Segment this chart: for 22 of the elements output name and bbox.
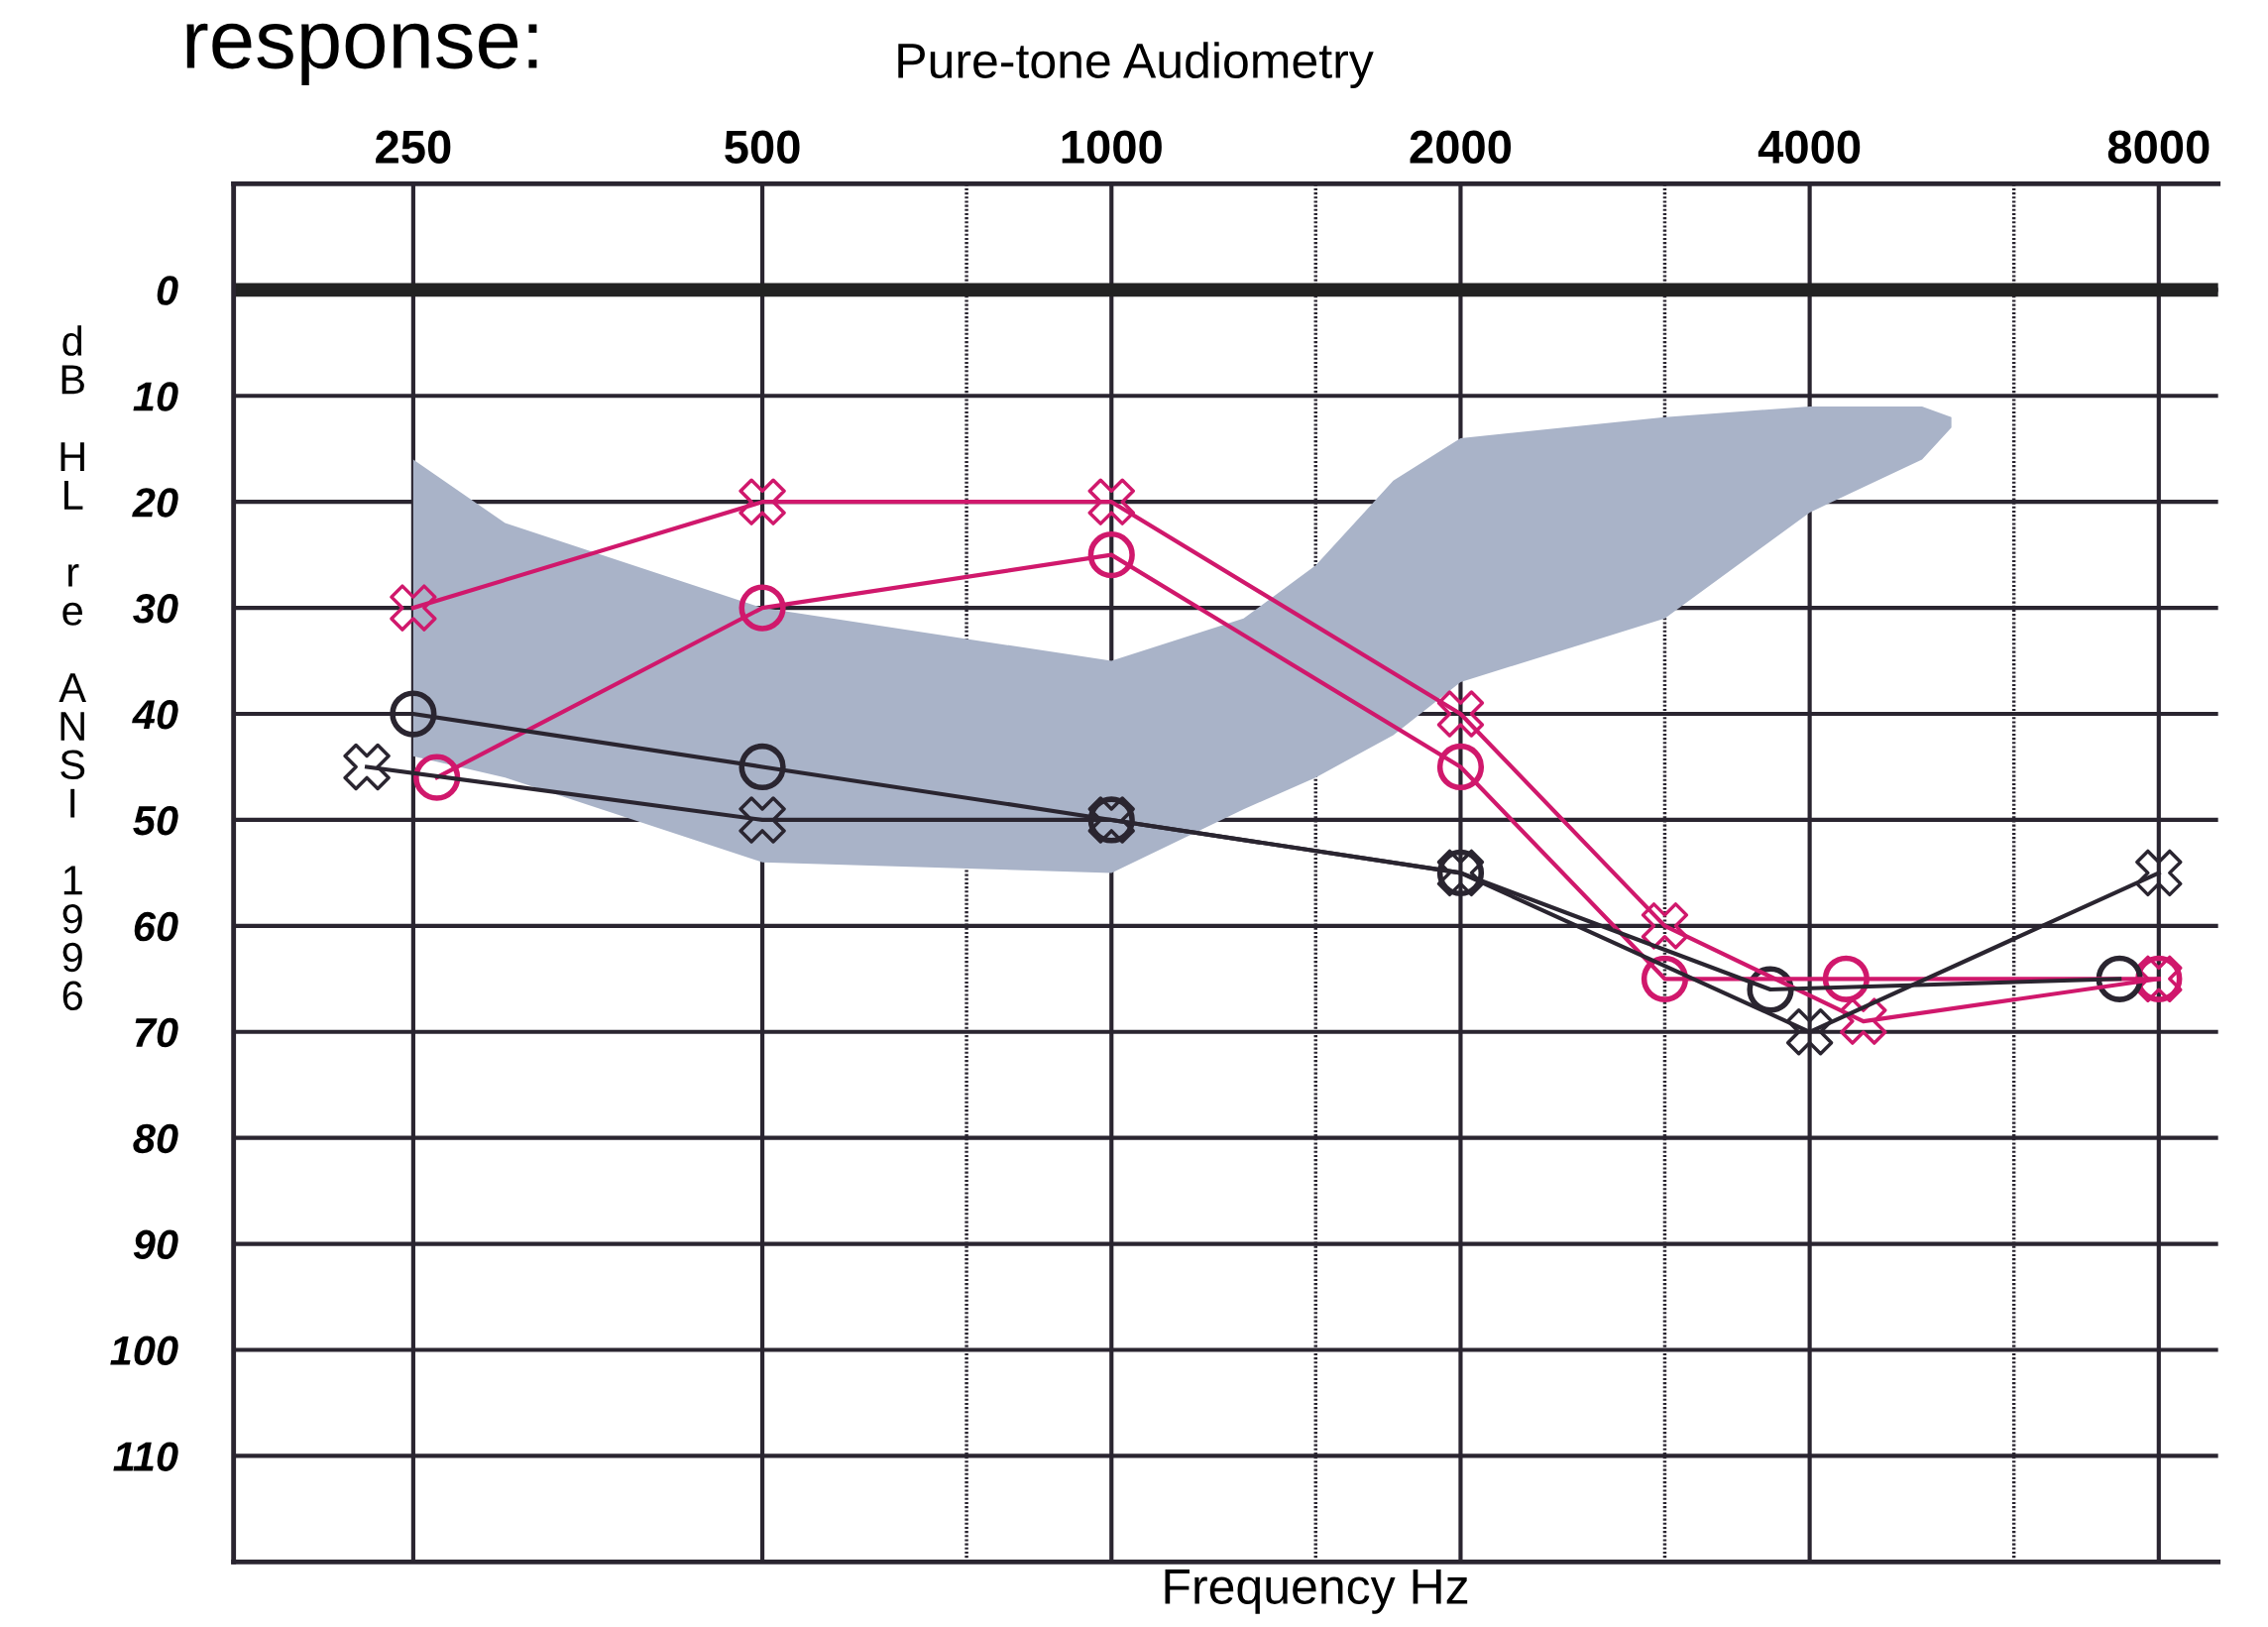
- chart-title: Pure-tone Audiometry: [898, 42, 1374, 88]
- y-tick-label: 10: [133, 382, 178, 411]
- x-tick-label: 8000: [2107, 130, 2210, 164]
- y-tick-label: 70: [135, 1017, 178, 1048]
- x-axis-title: Frequency Hz: [1165, 1569, 1468, 1614]
- x-tick-label: 1000: [1062, 130, 1162, 164]
- y-tick-label: 20: [132, 488, 178, 518]
- y-tick-label: 110: [113, 1442, 178, 1471]
- text: dB HL re ANSI 1996: [58, 325, 87, 1011]
- x-tick-label: 250: [376, 130, 451, 164]
- y-tick-label: 30: [133, 594, 178, 624]
- x-tick-label: 2000: [1410, 130, 1512, 164]
- y-tick-label: 60: [134, 911, 178, 942]
- x-tick-label: 500: [725, 130, 800, 164]
- y-tick-label: 100: [110, 1336, 178, 1366]
- y-tick-label: 50: [133, 805, 178, 836]
- y-tick-label: 80: [133, 1123, 178, 1154]
- y-tick-label: 40: [132, 700, 178, 730]
- x-tick-label: 4000: [1758, 130, 1861, 164]
- text: response:: [186, 23, 537, 85]
- y-tick-label: 90: [133, 1229, 178, 1260]
- y-tick-label: 0: [157, 276, 178, 305]
